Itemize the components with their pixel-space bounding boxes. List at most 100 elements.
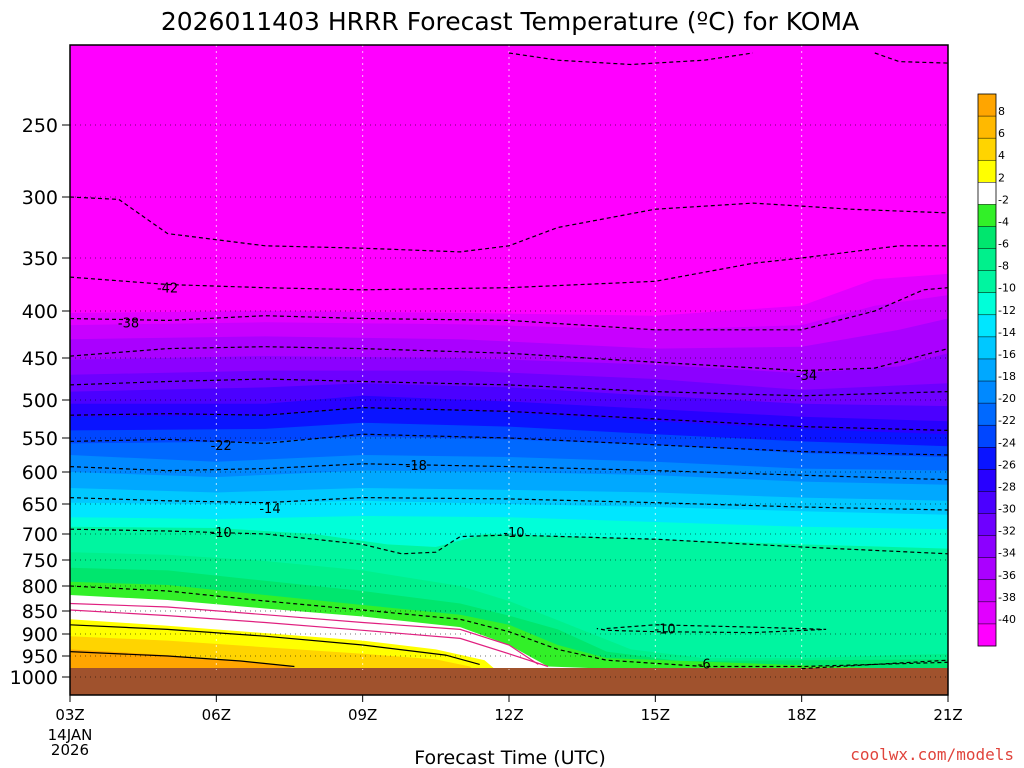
x-tick-label: 03Z: [55, 706, 84, 724]
contour-label: -38: [118, 316, 139, 331]
colorbar-label: 6: [998, 127, 1005, 140]
contour-label: -6: [698, 658, 711, 673]
contour-line: [70, 609, 549, 668]
x-tick-label: 06Z: [202, 706, 231, 724]
contour-line: [70, 245, 948, 291]
colorbar-label: -16: [998, 348, 1016, 361]
colorbar-cell: [978, 358, 996, 382]
y-axis-ticks: 2503003504004505005506006507007508008509…: [10, 115, 70, 689]
contour-label: -10: [211, 526, 232, 541]
colorbar-label: 4: [998, 149, 1005, 162]
colorbar-label: -18: [998, 370, 1016, 383]
colorbar-label: -28: [998, 480, 1016, 493]
colorbar-label: 2: [998, 171, 1005, 184]
contour-line: [70, 287, 948, 331]
colorbar-label: -20: [998, 392, 1016, 405]
y-tick-label: 450: [22, 348, 58, 370]
contour-line: [70, 602, 539, 665]
colorbar-label: -8: [998, 260, 1009, 273]
colorbar-label: -30: [998, 503, 1016, 516]
contour-label: -34: [796, 369, 817, 384]
colorbar-cell: [978, 469, 996, 492]
y-tick-label: 800: [22, 576, 58, 598]
colorbar-label: -2: [998, 193, 1009, 206]
contour-line: [596, 624, 827, 634]
colorbar-cell: [978, 425, 996, 448]
y-tick-label: 650: [22, 494, 58, 516]
colorbar-label: -22: [998, 414, 1016, 427]
contour-label: -22: [211, 439, 232, 454]
colorbar-label: -10: [998, 282, 1016, 295]
y-tick-label: 700: [22, 524, 58, 546]
contour-label: -42: [157, 282, 178, 297]
colorbar-cell: [978, 314, 996, 338]
colorbar-cell: [978, 623, 996, 647]
colorbar-label: -38: [998, 591, 1016, 604]
contour-line: [70, 196, 948, 253]
contour-line: [70, 378, 948, 397]
contour-line: [70, 624, 480, 665]
y-tick-label: 550: [22, 428, 58, 450]
colorbar-cell: [978, 116, 996, 139]
colorbar-label: -36: [998, 569, 1016, 582]
colorbar-cell: [978, 579, 996, 603]
contour-label: -10: [503, 526, 524, 541]
contour-label: -18: [406, 459, 427, 474]
contour-line: [70, 528, 948, 555]
colorbar-label: -14: [998, 326, 1016, 339]
colorbar-cell: [978, 601, 996, 625]
colorbar-cell: [978, 160, 996, 183]
colorbar-cell: [978, 513, 996, 536]
colorbar-cell: [978, 248, 996, 271]
y-tick-label: 950: [22, 646, 58, 668]
y-tick-label: 350: [22, 248, 58, 270]
x-tick-label: 09Z: [348, 706, 377, 724]
x-date-line2: 2026: [51, 741, 89, 759]
y-tick-label: 750: [22, 550, 58, 572]
colorbar-label: -24: [998, 436, 1016, 449]
ground-fill: [70, 668, 948, 695]
colorbar-cell: [978, 447, 996, 470]
colorbar-cell: [978, 182, 996, 205]
contour-line: [801, 659, 948, 670]
colorbar-frame: [977, 93, 997, 647]
contour-labels: -42 -38 -34 -22 -18 -14 -10 -10 -10 -6: [118, 282, 817, 673]
x-tick-label: 15Z: [641, 706, 670, 724]
colorbar-label: -6: [998, 238, 1009, 251]
x-axis-ticks: 03Z 06Z 09Z 12Z 15Z 18Z 21Z: [55, 695, 963, 724]
colorbar-cell: [978, 557, 996, 581]
y-tick-label: 1000: [10, 667, 58, 689]
colorbar-cell: [978, 138, 996, 161]
x-date-line1: 14JAN: [48, 726, 93, 744]
colorbar-cell: [978, 491, 996, 514]
colorbar-cell: [978, 381, 996, 404]
chart-title: 2026011403 HRRR Forecast Temperature (ºC…: [161, 7, 859, 36]
colorbar-cell: [978, 204, 996, 227]
colorbar-label: -32: [998, 525, 1016, 538]
colorbar-label: -4: [998, 215, 1009, 228]
y-tick-label: 300: [22, 187, 58, 209]
x-tick-label: 12Z: [494, 706, 523, 724]
plot-area: -42 -38 -34 -22 -18 -14 -10 -10 -10 -6: [70, 45, 948, 695]
contour-line: [70, 433, 948, 456]
colorbar-cell: [978, 535, 996, 558]
contour-line: [70, 406, 948, 431]
colorbar-cell: [978, 336, 996, 360]
contour-line: [70, 651, 295, 668]
y-tick-label: 250: [22, 115, 58, 137]
contour-line: [874, 52, 948, 64]
colorbar-label: -34: [998, 547, 1016, 560]
y-tick-label: 850: [22, 601, 58, 623]
contour-line: [508, 52, 753, 66]
contour-line: [70, 585, 948, 668]
contour-label: -10: [654, 622, 675, 637]
colorbar-label: 8: [998, 105, 1005, 118]
colorbar-cell: [978, 94, 996, 117]
x-axis-label: Forecast Time (UTC): [414, 747, 605, 768]
y-tick-label: 500: [22, 390, 58, 412]
colorbar-label: -12: [998, 304, 1016, 317]
x-tick-label: 21Z: [933, 706, 962, 724]
contour-line: [70, 496, 948, 511]
colorbar-cell: [978, 226, 996, 249]
